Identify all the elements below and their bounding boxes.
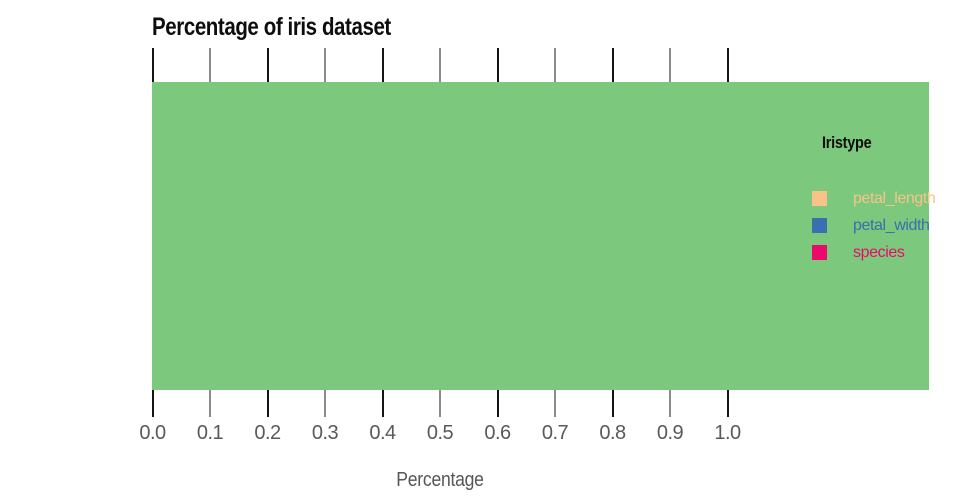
x-tick-top [554, 48, 556, 82]
x-tick-bottom [554, 390, 556, 417]
legend-swatch [812, 245, 827, 260]
x-tick-label: 0.3 [311, 422, 339, 444]
x-tick-bottom [669, 390, 671, 417]
x-tick-top [611, 48, 614, 82]
x-tick-top [209, 48, 211, 82]
x-tick-top [151, 48, 154, 82]
x-tick-bottom [266, 390, 269, 417]
x-tick-bottom [151, 390, 154, 417]
legend-entry-label: species [853, 243, 905, 261]
legend-title: Iristype [822, 133, 872, 152]
x-tick-bottom [381, 390, 384, 417]
x-tick-bottom [439, 390, 441, 417]
x-tick-top [496, 48, 499, 82]
x-tick-label: 0.6 [484, 422, 511, 444]
x-tick-top [669, 48, 671, 82]
x-tick-top [266, 48, 269, 82]
x-tick-label: 0.4 [369, 422, 396, 444]
x-tick-top [381, 48, 384, 82]
x-tick-label: 0.0 [139, 422, 166, 444]
x-tick-label: 0.2 [254, 422, 281, 444]
x-tick-label: 0.8 [599, 422, 626, 444]
x-tick-bottom [611, 390, 614, 417]
x-tick-bottom [324, 390, 326, 417]
plot-area [152, 82, 929, 390]
legend-entry: species [812, 239, 942, 266]
x-tick-bottom [496, 390, 499, 417]
x-tick-top [726, 48, 729, 82]
x-tick-label: 0.5 [426, 422, 454, 444]
x-tick-top [324, 48, 326, 82]
legend-entry: petal_width [812, 212, 942, 239]
x-axis-label: Percentage [396, 469, 484, 491]
legend-entry-label: petal_width [853, 216, 930, 234]
legend-entry-label: petal_length [853, 189, 936, 207]
legend-swatch [812, 191, 827, 206]
legend-swatch [812, 218, 827, 233]
x-tick-label: 0.7 [541, 422, 569, 444]
x-tick-top [439, 48, 441, 82]
chart-title: Percentage of iris dataset [152, 13, 391, 41]
legend-entry: petal_length [812, 185, 942, 212]
x-tick-bottom [726, 390, 729, 417]
x-tick-bottom [209, 390, 211, 417]
x-tick-label: 1.0 [714, 422, 741, 444]
x-tick-label: 0.9 [656, 422, 684, 444]
x-tick-label: 0.1 [196, 422, 224, 444]
